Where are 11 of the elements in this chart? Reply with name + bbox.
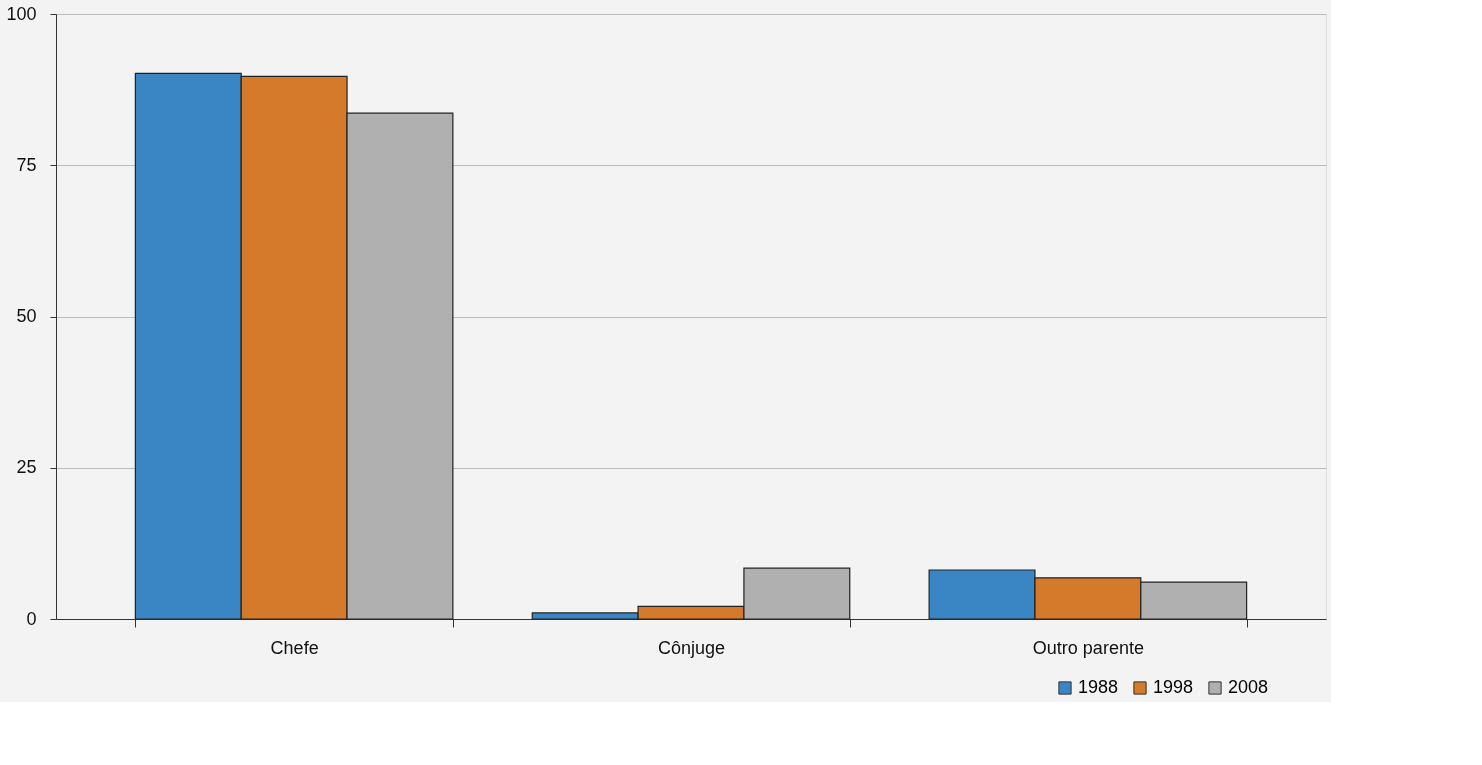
y-tick-label: 100 [6, 3, 37, 24]
legend-label: 1988 [1078, 677, 1119, 697]
y-tick-label: 0 [26, 608, 37, 629]
y-tick-label: 50 [16, 306, 37, 326]
x-tick-label: Outro parente [1032, 637, 1144, 658]
x-tick-label: Chefe [270, 637, 319, 658]
y-tick-label: 75 [16, 154, 37, 175]
x-tick-label: Cônjuge [657, 637, 726, 658]
legend-label: 1998 [1153, 677, 1194, 697]
y-tick-label: 25 [16, 457, 37, 478]
legend-label: 2008 [1228, 677, 1269, 697]
